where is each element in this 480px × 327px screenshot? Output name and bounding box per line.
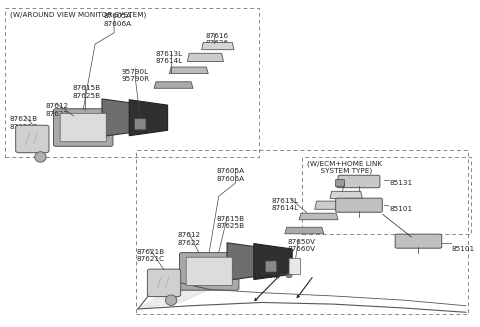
FancyBboxPatch shape xyxy=(395,234,442,248)
Polygon shape xyxy=(169,67,208,74)
FancyBboxPatch shape xyxy=(265,261,277,272)
Polygon shape xyxy=(187,53,224,61)
Polygon shape xyxy=(129,100,168,136)
Text: 87612
87622: 87612 87622 xyxy=(46,103,69,116)
Text: 85101: 85101 xyxy=(390,206,413,212)
FancyBboxPatch shape xyxy=(336,198,382,212)
FancyBboxPatch shape xyxy=(16,125,49,153)
Polygon shape xyxy=(102,99,156,137)
Text: (W/AROUND VIEW MONITOR SYSTEM): (W/AROUND VIEW MONITOR SYSTEM) xyxy=(11,11,147,18)
Polygon shape xyxy=(202,43,234,50)
Text: 87621B
87621C: 87621B 87621C xyxy=(10,116,37,129)
Text: 1125KB: 1125KB xyxy=(252,273,280,279)
Text: 87615B
87625B: 87615B 87625B xyxy=(72,85,100,98)
Polygon shape xyxy=(299,213,338,220)
Ellipse shape xyxy=(35,152,46,162)
FancyBboxPatch shape xyxy=(134,119,146,130)
Polygon shape xyxy=(227,243,282,280)
Polygon shape xyxy=(315,201,351,209)
FancyBboxPatch shape xyxy=(53,109,113,146)
Text: 87613L
87614L: 87613L 87614L xyxy=(272,198,299,211)
Polygon shape xyxy=(138,283,209,309)
Text: 87618
87628: 87618 87628 xyxy=(336,183,359,197)
Polygon shape xyxy=(154,82,193,88)
Polygon shape xyxy=(330,191,362,198)
Ellipse shape xyxy=(286,274,292,278)
Text: 87612
87622: 87612 87622 xyxy=(177,232,201,246)
Polygon shape xyxy=(285,227,324,234)
FancyBboxPatch shape xyxy=(180,252,239,290)
FancyBboxPatch shape xyxy=(60,113,106,142)
Text: 85131: 85131 xyxy=(390,180,413,186)
FancyBboxPatch shape xyxy=(336,180,345,187)
Polygon shape xyxy=(254,244,292,280)
Text: 87650V
87660V: 87650V 87660V xyxy=(288,239,316,252)
Text: 87616
87626: 87616 87626 xyxy=(205,33,228,46)
Text: 87621B
87621C: 87621B 87621C xyxy=(137,249,165,262)
FancyBboxPatch shape xyxy=(338,175,380,188)
Text: 87613L
87614L: 87613L 87614L xyxy=(156,51,183,64)
Text: 85101: 85101 xyxy=(452,246,475,252)
FancyBboxPatch shape xyxy=(147,269,180,297)
FancyBboxPatch shape xyxy=(186,257,232,286)
Text: 87605A
87606A: 87605A 87606A xyxy=(217,168,245,182)
Text: (W/ECM+HOME LINK
      SYSTEM TYPE): (W/ECM+HOME LINK SYSTEM TYPE) xyxy=(307,160,382,174)
Text: 87615B
87625B: 87615B 87625B xyxy=(216,216,244,229)
Text: 95790L
95790R: 95790L 95790R xyxy=(121,69,149,82)
FancyBboxPatch shape xyxy=(289,258,300,275)
Text: 87605A
87606A: 87605A 87606A xyxy=(104,13,132,26)
Ellipse shape xyxy=(166,295,177,305)
